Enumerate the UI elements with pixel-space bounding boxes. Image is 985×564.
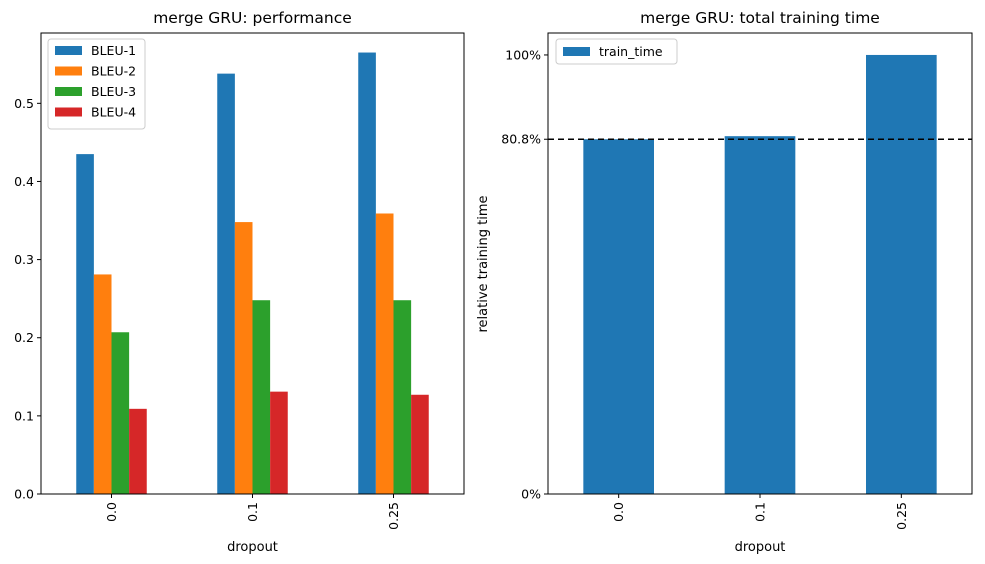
training-time-y-ticks: 0% 80.8% 100% bbox=[501, 47, 548, 502]
bar-bleu-2 bbox=[234, 222, 253, 494]
performance-plot-frame bbox=[40, 32, 465, 495]
bar-train-time bbox=[866, 54, 937, 494]
y-tick-label: 80.8% bbox=[501, 132, 541, 147]
x-tick-label: 0.1 bbox=[753, 502, 768, 522]
legend-box bbox=[555, 38, 678, 65]
bar-bleu-3 bbox=[393, 300, 412, 494]
legend-label: BLEU-3 bbox=[91, 84, 136, 99]
performance-bars bbox=[76, 52, 429, 495]
legend-swatch bbox=[55, 87, 82, 96]
bar-bleu-4 bbox=[129, 408, 147, 494]
legend-swatch bbox=[55, 46, 82, 55]
bar-train-time bbox=[583, 139, 654, 495]
performance-x-ticks: 0.0 0.1 0.25 bbox=[104, 494, 401, 530]
legend-box bbox=[47, 38, 146, 130]
training-time-chart-title: merge GRU: total training time bbox=[640, 9, 880, 27]
legend-swatch bbox=[55, 66, 82, 76]
training-time-legend: train_time bbox=[555, 38, 678, 65]
legend-label: BLEU-2 bbox=[91, 64, 136, 79]
training-time-y-axis-label: relative training time bbox=[476, 195, 491, 332]
y-tick-label: 0% bbox=[521, 487, 541, 502]
x-tick-label: 0.0 bbox=[611, 502, 626, 522]
legend-label: BLEU-4 bbox=[91, 105, 136, 120]
training-time-x-ticks: 0.0 0.1 0.25 bbox=[611, 494, 909, 530]
bar-bleu-1 bbox=[76, 154, 94, 494]
training-time-x-axis-label: dropout bbox=[735, 540, 786, 555]
legend-swatch bbox=[55, 107, 82, 117]
x-tick-label: 0.0 bbox=[104, 502, 119, 522]
y-tick-label: 0.4 bbox=[14, 174, 34, 189]
bar-bleu-2 bbox=[93, 274, 112, 494]
performance-legend: BLEU-1 BLEU-2 BLEU-3 BLEU-4 bbox=[47, 38, 146, 130]
legend-label: train_time bbox=[599, 44, 663, 59]
bar-bleu-1 bbox=[217, 73, 235, 495]
performance-chart-title: merge GRU: performance bbox=[153, 9, 352, 27]
x-tick-label: 0.25 bbox=[386, 502, 401, 530]
performance-y-ticks: 0.0 0.1 0.2 0.3 0.4 0.5 bbox=[14, 96, 41, 502]
y-tick-label: 0.3 bbox=[14, 252, 34, 267]
x-tick-label: 0.25 bbox=[894, 502, 909, 530]
x-tick-label: 0.1 bbox=[245, 502, 260, 522]
bar-bleu-4 bbox=[411, 394, 429, 494]
performance-chart: merge GRU: performance 0.00.10.20.30.40.… bbox=[14, 9, 465, 555]
performance-x-axis-label: dropout bbox=[227, 540, 278, 555]
training-time-bars bbox=[583, 54, 937, 495]
bar-bleu-2 bbox=[375, 213, 394, 494]
y-tick-label: 0.2 bbox=[14, 330, 34, 345]
bar-bleu-3 bbox=[111, 332, 130, 494]
bar-bleu-3 bbox=[252, 300, 271, 494]
training-time-chart: merge GRU: total training time 0% 80.8% 10… bbox=[476, 9, 973, 555]
legend-swatch bbox=[563, 47, 590, 56]
y-tick-label: 0.1 bbox=[14, 408, 34, 423]
y-tick-label: 0.5 bbox=[14, 96, 34, 111]
legend-label: BLEU-1 bbox=[91, 43, 136, 58]
training-time-plot-frame bbox=[547, 32, 973, 495]
y-tick-label: 0.0 bbox=[14, 487, 34, 502]
bar-bleu-1 bbox=[358, 52, 376, 494]
bar-train-time bbox=[724, 136, 796, 494]
y-tick-label: 100% bbox=[505, 47, 541, 62]
bar-bleu-4 bbox=[270, 391, 288, 494]
